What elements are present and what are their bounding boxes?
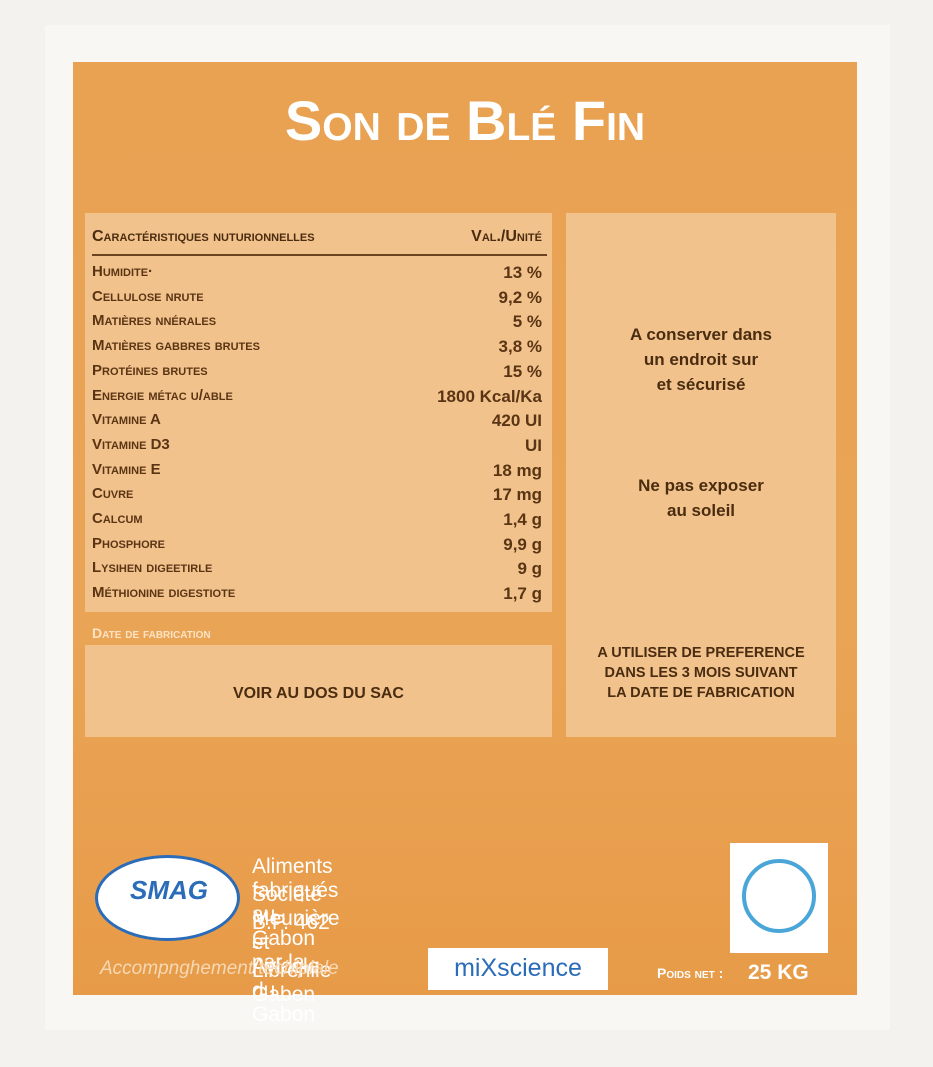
partner: miXscience <box>454 954 582 982</box>
date-label: Date de fabrication <box>92 625 211 641</box>
note-line: et sécurisé <box>656 375 746 394</box>
address-line: Aliments fabriqués au Gabon par la <box>252 855 339 974</box>
partner-box <box>428 948 608 990</box>
logo-smag <box>95 855 240 941</box>
badge <box>730 843 828 953</box>
nutrient-name: Lysihen digeetirle <box>92 559 213 577</box>
table-row: Cellulose nrute 9,2 % <box>92 288 542 312</box>
note-line: au soleil <box>666 501 736 520</box>
address-line: Société Meunière et Avicole du Gabon <box>252 883 340 1026</box>
rule <box>92 254 547 256</box>
nutrient-value: 9,9 g <box>503 534 542 554</box>
nutrient-value: 9,2 % <box>498 287 542 307</box>
nutrient-value: 15 % <box>503 361 542 381</box>
nutrient-name: Vitamine D3 <box>92 435 170 453</box>
table-row: Vitamine D3 UI <box>92 436 542 460</box>
nutrient-name: Protéines brutes <box>92 361 208 379</box>
nutrient-name: Méthionine digestiote <box>92 584 236 602</box>
table-row: Calcum 1,4 g <box>92 510 542 534</box>
note-line: DANS LES 3 MOIS SUIVANT <box>604 665 798 681</box>
nutrient-value: 420 UI <box>491 411 542 431</box>
weight-label: Poids net : <box>657 965 724 981</box>
table-row: Protéines brutes 15 % <box>92 362 542 386</box>
weight: 25 KG <box>748 961 809 984</box>
nutrient-name: Cellulose nrute <box>92 287 204 305</box>
table-row: Cuvre 17 mg <box>92 485 542 509</box>
nutrient-value: 1800 Kcal/Ka <box>437 386 542 406</box>
table-row: Vitamine A 420 UI <box>92 411 542 435</box>
nutrient-name: Vitamine E <box>92 460 161 478</box>
nutrient-name: Vitamine A <box>92 411 161 429</box>
col-value: Val./Unité <box>471 228 542 245</box>
nutrient-value: 3,8 % <box>498 337 542 357</box>
note-line: LA DATE DE FABRICATION <box>607 685 795 701</box>
table-row: Méthionine digestiote 1,7 g <box>92 584 542 608</box>
table-row: Phosphore 9,9 g <box>92 535 542 559</box>
nutrient-name: Matières nnérales <box>92 312 217 330</box>
table-row: Energie métac u/able 1800 Kcal/Ka <box>92 387 542 411</box>
nutrient-value: 1,4 g <box>503 510 542 529</box>
nutrient-value: 5 % <box>512 312 542 332</box>
nutrient-value: 1,7 g <box>503 584 542 604</box>
note-line: A conserver dans <box>629 325 773 344</box>
nutrient-name: Energie métac u/able <box>92 386 233 404</box>
table-row: Lysihen digeetirle 9 g <box>92 559 542 583</box>
table-row: Vitamine E 18 mg <box>92 461 542 485</box>
table-row: Matières nnérales 5 % <box>92 312 542 336</box>
table-box <box>85 213 552 612</box>
title: Son de Blé Fin <box>284 89 646 152</box>
date-box <box>85 645 552 737</box>
nutrient-value: 18 mg <box>492 460 542 480</box>
nutrient-name: Matières gabbres brutes <box>92 337 260 355</box>
logo-smag-text: SMAG <box>130 875 208 905</box>
nutrient-name: Humidite· <box>92 263 154 280</box>
nutrient-name: Calcum <box>92 510 143 527</box>
date-text: VOIR AU DOS DU SAC <box>233 685 404 702</box>
nutrient-value: UI <box>525 435 542 455</box>
note-line: un endroit sur <box>643 350 759 369</box>
nutrient-value: 13 % <box>503 263 542 282</box>
support: Accompnghement techiplale <box>100 958 339 979</box>
table-row: Humidite· 13 % <box>92 263 542 287</box>
nutrient-name: Phosphore <box>92 534 165 552</box>
note-line: Ne pas exposer <box>638 476 764 495</box>
note-line: A UTILISER DE PREFERENCE <box>597 645 805 661</box>
nutrient-name: Cuvre <box>92 485 134 503</box>
col-name: Caractéristiques nuturionnelles <box>92 228 315 245</box>
nutrient-value: 9 g <box>517 559 542 579</box>
table-row: Matières gabbres brutes 3,8 % <box>92 337 542 361</box>
notes-box <box>566 213 836 737</box>
nutrient-value: 17 mg <box>492 485 542 505</box>
address-line: B.P. 462 - Librenile Gaben <box>252 911 332 1006</box>
